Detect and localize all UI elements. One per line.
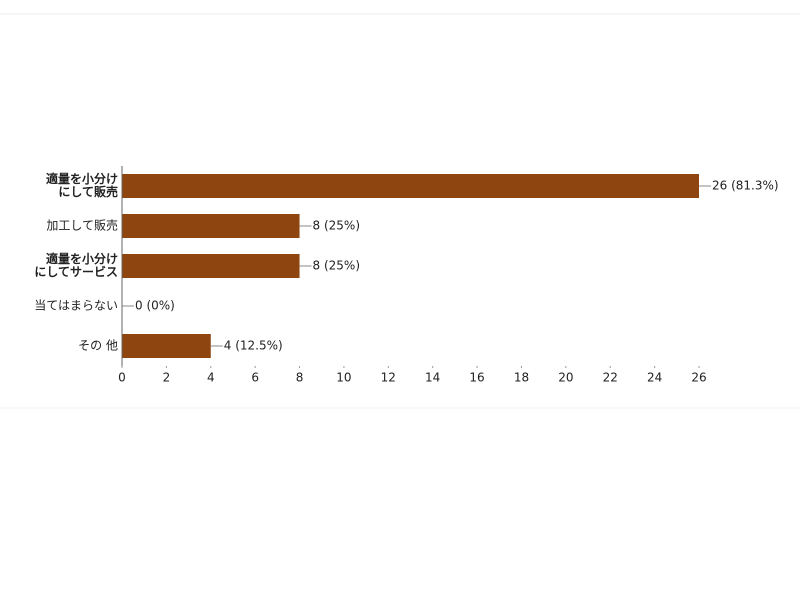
x-tick-label: 10: [336, 371, 351, 385]
y-tick-label: 適量を小分け: [46, 251, 118, 266]
value-label: 0 (0%): [135, 299, 175, 313]
y-tick-label: 当てはまらない: [34, 299, 118, 313]
x-tick-label: 18: [514, 371, 529, 385]
x-tick-label: 2: [163, 371, 171, 385]
bar: [122, 254, 300, 278]
bar: [122, 174, 699, 198]
y-tick-label: にしてサービス: [34, 264, 118, 279]
x-tick-label: 12: [381, 371, 396, 385]
x-tick-label: 4: [207, 371, 215, 385]
x-tick-label: 20: [558, 371, 573, 385]
x-tick-label: 6: [251, 371, 259, 385]
x-tick-label: 16: [469, 371, 484, 385]
x-tick-label: 24: [647, 371, 662, 385]
value-label: 8 (25%): [313, 259, 360, 273]
value-label: 4 (12.5%): [224, 339, 283, 353]
x-tick-label: 8: [296, 371, 304, 385]
x-tick-label: 0: [118, 371, 126, 385]
x-tick-label: 14: [425, 371, 440, 385]
y-tick-label: 適量を小分け: [46, 171, 118, 186]
y-tick-label: その 他: [78, 339, 118, 353]
bar: [122, 214, 300, 238]
x-tick-label: 26: [691, 371, 706, 385]
y-tick-label: にして販売: [58, 184, 118, 199]
bar: [122, 334, 211, 358]
y-tick-label: 加工して販売: [46, 218, 118, 233]
value-label: 8 (25%): [313, 219, 360, 233]
value-label: 26 (81.3%): [712, 179, 779, 193]
x-tick-label: 22: [603, 371, 618, 385]
